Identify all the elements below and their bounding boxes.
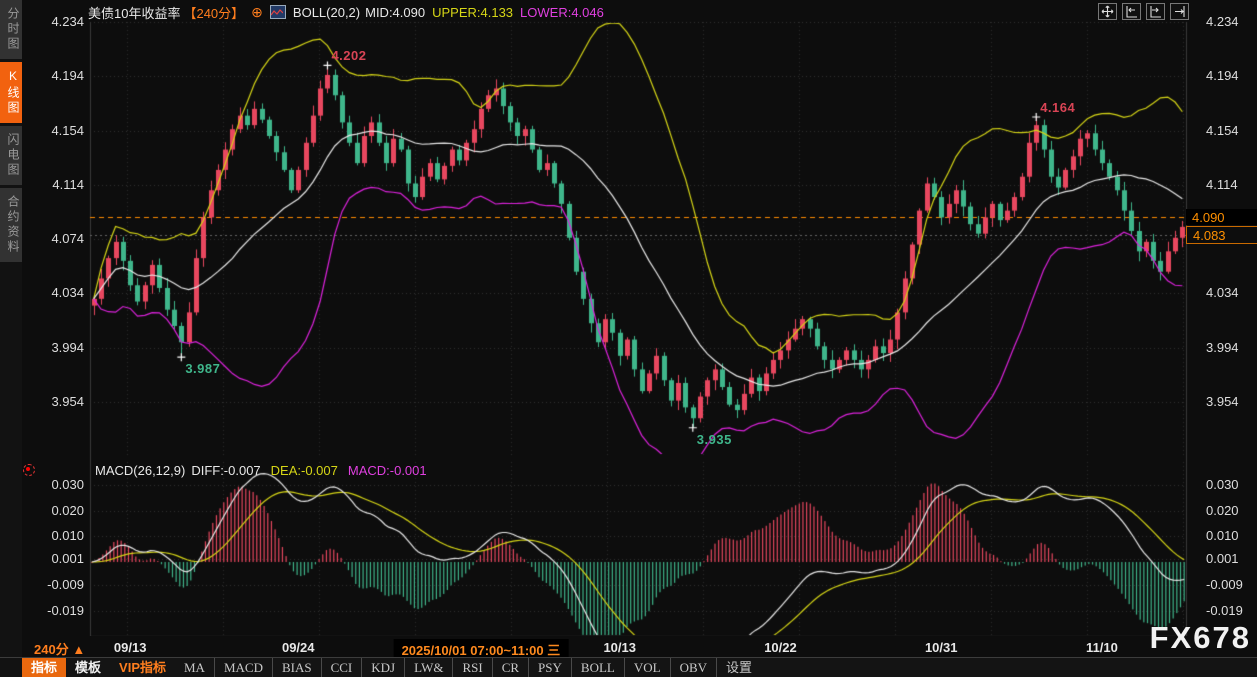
ref-price-tag: 4.090 bbox=[1186, 209, 1257, 225]
toolbar-tab-VIP指标[interactable]: VIP指标 bbox=[110, 658, 175, 677]
toolbar-tab-RSI[interactable]: RSI bbox=[453, 658, 492, 677]
fit-left-icon[interactable] bbox=[1122, 3, 1141, 20]
shift-right-icon[interactable] bbox=[1170, 3, 1189, 20]
period-tag: 【240分】 bbox=[183, 3, 244, 22]
boll-label: BOLL(20,2) bbox=[293, 5, 360, 20]
toolbar-tab-BIAS[interactable]: BIAS bbox=[273, 658, 322, 677]
macd-header: MACD(26,12,9) DIFF:-0.007 DEA:-0.007 MAC… bbox=[95, 463, 427, 478]
toolbar-tab-KDJ[interactable]: KDJ bbox=[362, 658, 405, 677]
toolbar-tab-MACD[interactable]: MACD bbox=[215, 658, 273, 677]
chart-header: 美债10年收益率【240分】 ⊕ BOLL(20,2) MID:4.090 UP… bbox=[88, 3, 604, 21]
sidebar-item-1[interactable]: K线图 bbox=[0, 62, 22, 123]
toolbar-tab-CR[interactable]: CR bbox=[493, 658, 529, 677]
boll-upper-value: UPPER:4.133 bbox=[432, 5, 513, 20]
sidebar-item-0[interactable]: 分时图 bbox=[0, 0, 22, 59]
toolbar-tab-PSY[interactable]: PSY bbox=[529, 658, 572, 677]
trading-app-window: 美债10年收益率【240分】 ⊕ BOLL(20,2) MID:4.090 UP… bbox=[0, 0, 1257, 677]
toolbar-tab-OBV[interactable]: OBV bbox=[671, 658, 717, 677]
toolbar-tab-VOL[interactable]: VOL bbox=[625, 658, 671, 677]
sidebar-item-2[interactable]: 闪电图 bbox=[0, 126, 22, 185]
chart-type-sidebar: 分时图 K线图闪电图合约资料 bbox=[0, 0, 22, 677]
x-axis-row bbox=[22, 636, 1257, 657]
fit-right-icon[interactable] bbox=[1146, 3, 1165, 20]
macd-dea-value: DEA:-0.007 bbox=[271, 463, 338, 478]
boll-mid-value: MID:4.090 bbox=[365, 5, 425, 20]
alert-dot-icon[interactable] bbox=[23, 464, 35, 476]
circle-plus-icon[interactable]: ⊕ bbox=[251, 6, 263, 18]
macd-diff-value: DIFF:-0.007 bbox=[191, 463, 260, 478]
macd-name: MACD(26,12,9) bbox=[95, 463, 185, 478]
pan-icon[interactable] bbox=[1098, 3, 1117, 20]
indicator-thumbnail-icon[interactable] bbox=[270, 5, 286, 19]
sidebar-item-3[interactable]: 合约资料 bbox=[0, 188, 22, 262]
toolbar-tab-BOLL[interactable]: BOLL bbox=[572, 658, 625, 677]
last-price-tag: 4.083 bbox=[1186, 226, 1257, 244]
toolbar-tab-模板[interactable]: 模板 bbox=[66, 658, 110, 677]
toolbar-tab-指标[interactable]: 指标 bbox=[22, 658, 66, 677]
toolbar-tab-MA[interactable]: MA bbox=[175, 658, 215, 677]
instrument-title: 美债10年收益率 bbox=[88, 3, 180, 22]
toolbar-tab-LW&[interactable]: LW& bbox=[405, 658, 453, 677]
toolbar-tab-CCI[interactable]: CCI bbox=[322, 658, 363, 677]
chart-tool-icons bbox=[1098, 3, 1189, 20]
macd-macd-value: MACD:-0.001 bbox=[348, 463, 427, 478]
chart-canvas[interactable] bbox=[0, 0, 1257, 677]
toolbar-tab-设置[interactable]: 设置 bbox=[717, 658, 761, 677]
watermark: FX678 bbox=[1150, 620, 1251, 656]
indicator-toolbar: 指标模板VIP指标MAMACDBIASCCIKDJLW&RSICRPSYBOLL… bbox=[22, 658, 1257, 677]
boll-lower-value: LOWER:4.046 bbox=[520, 5, 604, 20]
up-triangle-icon: ▲ bbox=[72, 642, 85, 657]
footer-period[interactable]: 240分 ▲ bbox=[34, 639, 85, 658]
